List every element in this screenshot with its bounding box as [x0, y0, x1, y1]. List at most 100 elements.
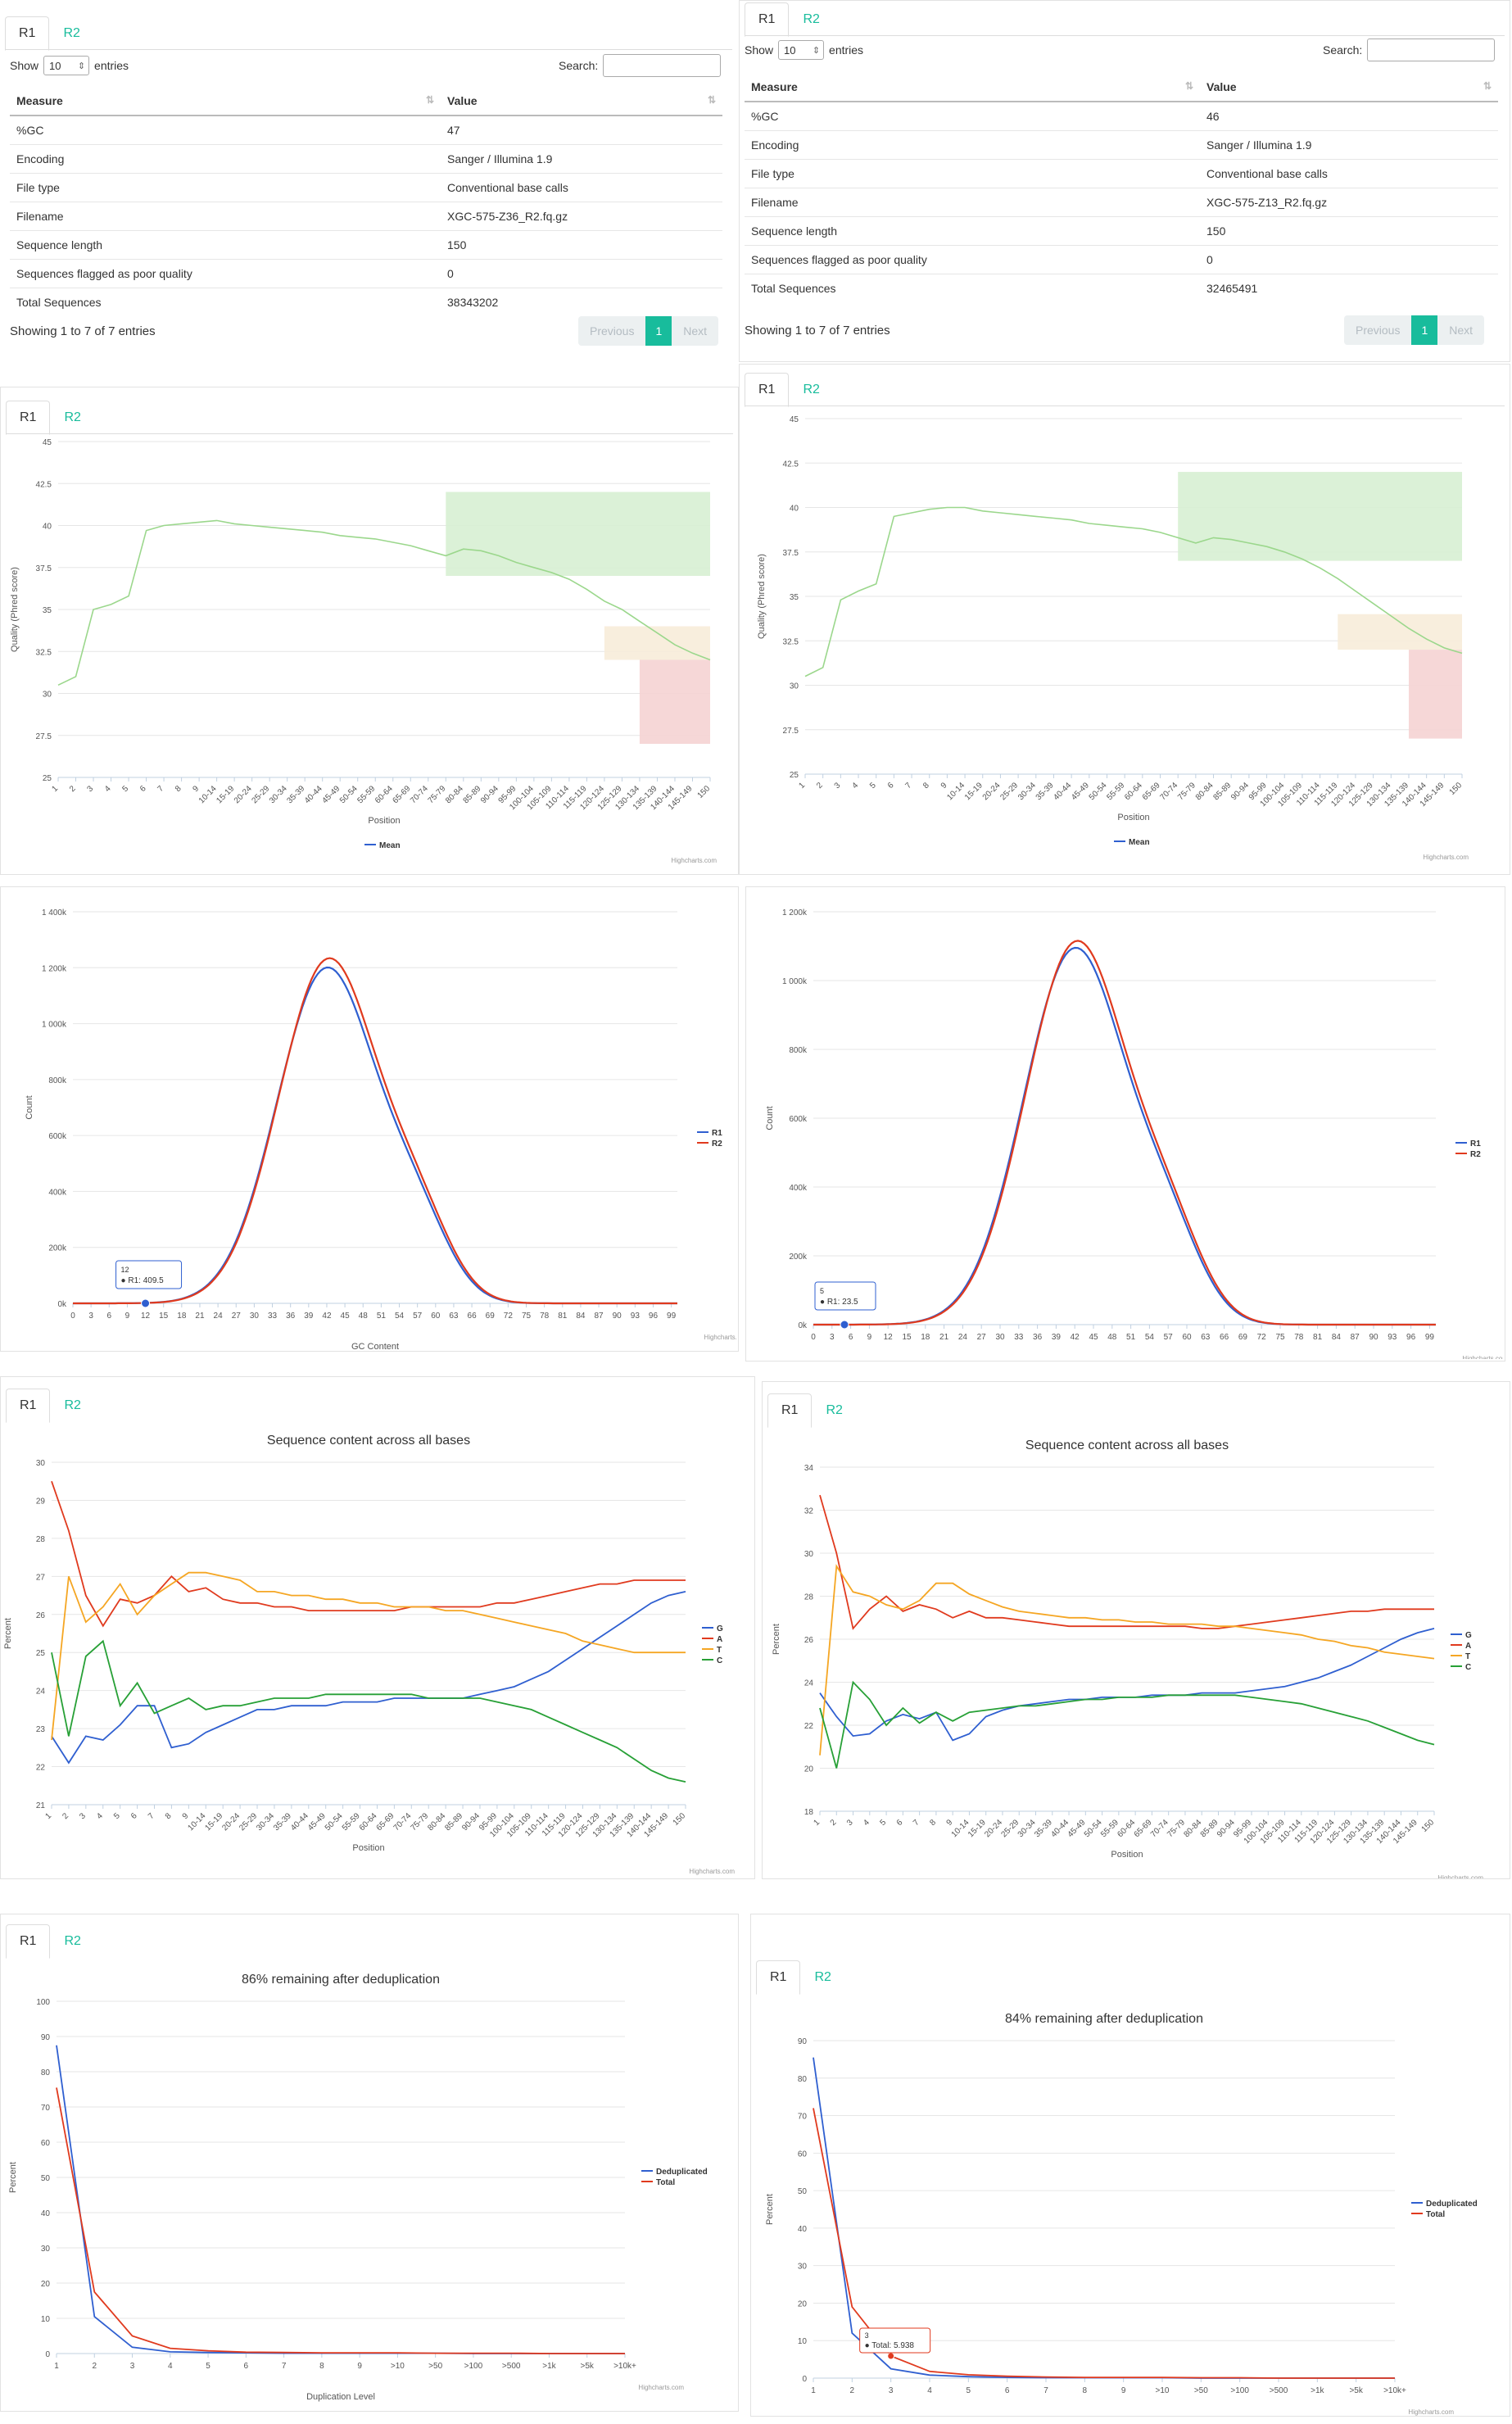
quality-zone: [604, 626, 710, 660]
page-1-button[interactable]: 1: [645, 316, 672, 346]
x-tick-label: 3: [889, 2386, 894, 2395]
x-tick-label: 10-14: [950, 1818, 971, 1839]
x-tick-label: 35-39: [285, 784, 306, 805]
tooltip-x: 3: [865, 2331, 869, 2340]
x-axis-label: Position: [352, 1843, 384, 1853]
x-tick-label: 36: [286, 1312, 296, 1321]
tab-r2[interactable]: R2: [50, 1924, 95, 1959]
x-tick-label: 8: [164, 1811, 174, 1821]
x-tick-label: 35-39: [272, 1811, 293, 1833]
next-button[interactable]: Next: [672, 316, 719, 346]
y-tick-label: 28: [804, 1593, 814, 1602]
y-tick-label: 10: [41, 2315, 51, 2324]
x-tick-label: 30: [995, 1333, 1005, 1342]
legend-entry: G: [1465, 1631, 1472, 1640]
x-tick-label: >1k: [542, 2362, 556, 2371]
series-line: [56, 2045, 625, 2354]
x-tick-label: 30-34: [268, 784, 289, 805]
x-tick-label: 9: [867, 1333, 872, 1342]
tab-r2[interactable]: R2: [50, 401, 95, 435]
duplication-chart: 0 10 20 30 40 50 60 70 80 90 100 Percent Duplication…: [8, 1973, 708, 2402]
x-tick-label: 9: [181, 1811, 191, 1821]
tab-r1[interactable]: R1: [6, 1389, 51, 1423]
y-axis-label: Count: [765, 1106, 775, 1130]
search-label: Search:: [1323, 43, 1363, 57]
column-header-value[interactable]: Value ⇅: [1200, 73, 1498, 102]
tab-r1[interactable]: R1: [6, 401, 51, 435]
x-tick-label: 15-19: [967, 1818, 988, 1839]
x-tick-label: 85-89: [1199, 1818, 1220, 1839]
y-tick-label: 70: [41, 2104, 51, 2113]
x-tick-label: 18: [921, 1333, 930, 1342]
tab-r1[interactable]: R1: [756, 1960, 801, 1995]
x-tick-label: 150: [672, 1811, 688, 1828]
x-tick-label: 3: [833, 781, 843, 791]
chart-credit: Highcharts.com: [671, 857, 717, 864]
x-tick-label: 27: [977, 1333, 987, 1342]
column-header-measure[interactable]: Measure ⇅: [745, 73, 1200, 102]
previous-button[interactable]: Previous: [578, 316, 646, 346]
page-size-select[interactable]: 10: [778, 40, 825, 61]
x-tick-label: 66: [1220, 1333, 1229, 1342]
x-tick-label: 90: [613, 1312, 622, 1321]
x-tick-label: 15: [902, 1333, 912, 1342]
column-header-value[interactable]: Value ⇅: [441, 87, 722, 116]
y-tick-label: 45: [790, 415, 799, 424]
x-tick-label: 54: [1145, 1333, 1155, 1342]
chart-credit: Highcharts.com: [1408, 2408, 1454, 2416]
tab-r1[interactable]: R1: [745, 2, 790, 37]
x-tick-label: 2: [850, 2386, 855, 2395]
x-tick-label: 51: [1126, 1333, 1136, 1342]
y-tick-label: 30: [36, 1459, 46, 1468]
x-tick-label: 63: [449, 1312, 459, 1321]
y-tick-label: 28: [36, 1535, 46, 1544]
hover-marker: [141, 1298, 151, 1308]
y-tick-label: 25: [36, 1649, 46, 1658]
y-tick-label: 37.5: [36, 564, 52, 573]
tab-r1[interactable]: R1: [6, 1924, 51, 1959]
x-tick-label: 25-29: [998, 781, 1020, 802]
y-tick-label: 200k: [48, 1244, 67, 1253]
x-tick-label: 70-74: [409, 784, 430, 805]
tab-r1[interactable]: R1: [5, 16, 50, 51]
column-header-measure[interactable]: Measure ⇅: [10, 87, 441, 116]
chart-credit: Highcharts.com: [638, 2384, 684, 2391]
y-axis-label: Percent: [8, 2162, 18, 2193]
y-tick-label: 0: [45, 2350, 50, 2359]
table-row: Encoding Sanger / Illumina 1.9: [745, 130, 1498, 160]
tab-r1[interactable]: R1: [767, 1393, 813, 1428]
tab-r2[interactable]: R2: [812, 1393, 857, 1428]
search-input[interactable]: [1367, 39, 1496, 61]
tab-r1[interactable]: R1: [745, 373, 790, 407]
x-tick-label: 12: [141, 1312, 151, 1321]
tab-r2[interactable]: R2: [49, 16, 94, 51]
page-1-button[interactable]: 1: [1411, 315, 1438, 345]
tab-r2[interactable]: R2: [789, 373, 834, 407]
series-line: [819, 1564, 1435, 1756]
tab-r2[interactable]: R2: [789, 2, 834, 37]
x-tick-label: 7: [147, 1811, 156, 1821]
measure-cell: File type: [745, 159, 1200, 188]
x-tick-label: 4: [168, 2362, 173, 2371]
table-row: %GC 47: [10, 115, 722, 145]
next-button[interactable]: Next: [1437, 315, 1485, 345]
tooltip-box: [859, 2327, 931, 2354]
x-tick-label: 2: [61, 1811, 70, 1821]
previous-button[interactable]: Previous: [1344, 315, 1412, 345]
x-tick-label: 40-44: [1049, 1818, 1071, 1839]
tooltip-box: [814, 1281, 876, 1311]
duplication-chart: 0102030405060708090PercentDuplication Le…: [765, 2012, 1478, 2416]
x-tick-label: 30-34: [255, 1811, 276, 1833]
x-tick-label: 9: [1121, 2386, 1126, 2395]
page-size-select[interactable]: 10: [43, 56, 90, 76]
tab-r2[interactable]: R2: [800, 1960, 845, 1995]
legend-entry: A: [717, 1635, 722, 1644]
x-tick-label: 9: [357, 2362, 362, 2371]
tab-r2[interactable]: R2: [50, 1389, 95, 1423]
search-input[interactable]: [603, 54, 722, 77]
x-tick-label: 36: [1033, 1333, 1043, 1342]
gc-chart: 0k 200k 400k 600k 800k 1 000k 1 200k 1 400k Coun…: [25, 908, 736, 1349]
legend-entry: R1: [712, 1129, 722, 1138]
y-tick-label: 22: [36, 1764, 46, 1773]
